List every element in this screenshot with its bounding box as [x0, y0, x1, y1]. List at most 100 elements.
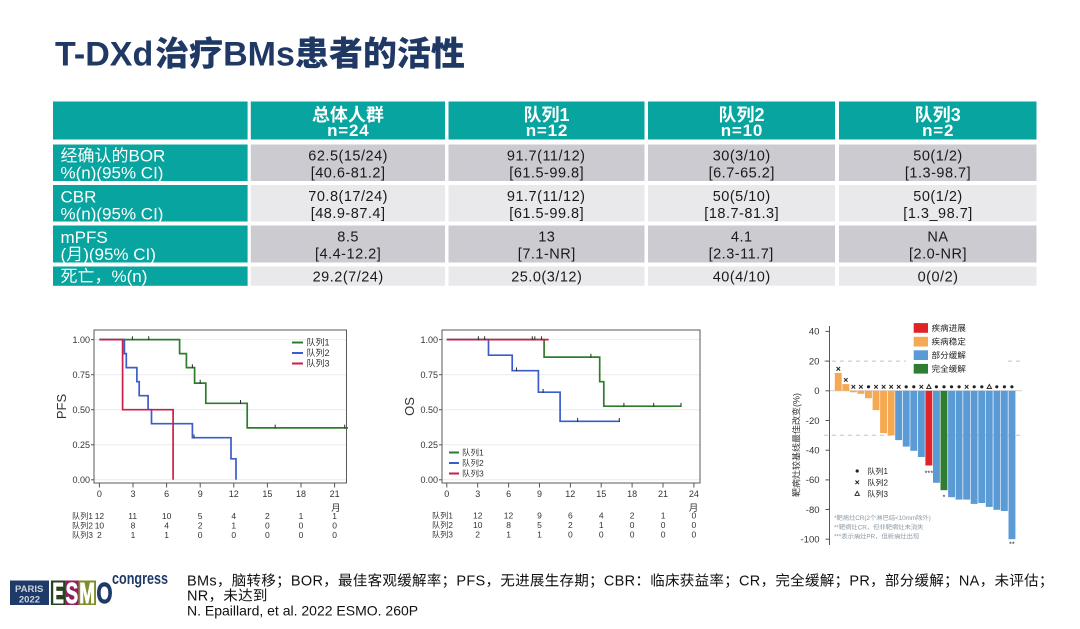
- svg-text:-40: -40: [806, 446, 820, 457]
- svg-text:3: 3: [475, 489, 480, 499]
- svg-text:S: S: [66, 578, 79, 610]
- svg-text:2: 2: [448, 521, 453, 530]
- svg-text:-60: -60: [806, 475, 820, 486]
- svg-text:1: 1: [332, 511, 337, 521]
- svg-text:15: 15: [596, 489, 606, 499]
- svg-text:1: 1: [231, 521, 236, 531]
- svg-text:9: 9: [537, 511, 542, 521]
- svg-text:n=12: n=12: [526, 121, 568, 140]
- svg-text:2022: 2022: [19, 595, 40, 606]
- svg-text:1: 1: [537, 530, 542, 540]
- svg-text:1: 1: [88, 512, 93, 521]
- svg-text:-80: -80: [806, 505, 820, 516]
- svg-text:2: 2: [884, 479, 889, 488]
- svg-text:-20: -20: [806, 416, 820, 427]
- svg-text:3: 3: [131, 489, 136, 499]
- svg-text:0.50: 0.50: [73, 405, 91, 415]
- svg-text:1: 1: [884, 467, 889, 476]
- svg-text:10: 10: [162, 511, 172, 521]
- svg-text:2: 2: [479, 458, 484, 468]
- svg-text:1.00: 1.00: [421, 335, 439, 345]
- svg-text:0: 0: [231, 530, 236, 540]
- svg-text:8: 8: [131, 521, 136, 531]
- svg-text:0: 0: [692, 511, 697, 521]
- svg-text:0: 0: [692, 530, 697, 540]
- svg-text:30(3/10): 30(3/10): [713, 149, 771, 165]
- svg-text:40: 40: [809, 327, 820, 338]
- svg-text:0: 0: [568, 530, 573, 540]
- svg-text:*: *: [834, 515, 837, 522]
- svg-text:CR: CR: [858, 524, 868, 531]
- svg-text:8: 8: [506, 520, 511, 530]
- svg-text:): ): [929, 515, 931, 522]
- svg-text:12: 12: [229, 489, 239, 499]
- svg-text:[2.0-NR]: [2.0-NR]: [909, 247, 967, 263]
- svg-text:***: ***: [925, 468, 934, 477]
- svg-text:0: 0: [332, 521, 337, 531]
- svg-text:12: 12: [95, 511, 105, 521]
- svg-text:[61.5-99.8]: [61.5-99.8]: [509, 206, 584, 222]
- svg-text:0: 0: [299, 521, 304, 531]
- svg-text:50(5/10): 50(5/10): [713, 189, 771, 205]
- svg-text:O: O: [97, 578, 113, 610]
- svg-text:3: 3: [448, 531, 453, 540]
- svg-text:1: 1: [479, 448, 484, 458]
- svg-text:24: 24: [689, 489, 699, 499]
- svg-text:0: 0: [97, 489, 102, 499]
- svg-text:%(n): %(n): [112, 267, 148, 286]
- svg-text:12: 12: [473, 511, 483, 521]
- svg-text:[1.3-98.7]: [1.3-98.7]: [905, 166, 971, 182]
- svg-text:5: 5: [198, 511, 203, 521]
- svg-text:4: 4: [164, 521, 169, 531]
- svg-text:E: E: [52, 578, 64, 610]
- svg-text:mPFS: mPFS: [61, 228, 108, 247]
- svg-text:0.75: 0.75: [421, 370, 439, 380]
- svg-text:n=2: n=2: [922, 121, 954, 140]
- svg-text:1: 1: [599, 520, 604, 530]
- svg-text:congress: congress: [112, 569, 168, 588]
- svg-text:13: 13: [538, 230, 555, 246]
- svg-text:0: 0: [265, 530, 270, 540]
- svg-text:1: 1: [661, 511, 666, 521]
- svg-text:0: 0: [661, 530, 666, 540]
- svg-text:18: 18: [296, 489, 306, 499]
- svg-text:18: 18: [627, 489, 637, 499]
- svg-text:OS: OS: [402, 397, 417, 416]
- svg-text:*: *: [943, 492, 946, 501]
- svg-text:0: 0: [630, 520, 635, 530]
- svg-text:0.00: 0.00: [421, 475, 439, 485]
- svg-text:2: 2: [568, 520, 573, 530]
- svg-text:NR: NR: [187, 589, 209, 605]
- svg-text:21: 21: [330, 489, 340, 499]
- svg-text:0(0/2): 0(0/2): [918, 270, 959, 286]
- svg-text:NA: NA: [959, 574, 980, 590]
- svg-text:n=24: n=24: [327, 121, 369, 140]
- svg-text:9: 9: [537, 489, 542, 499]
- svg-text:**: **: [1009, 539, 1015, 548]
- svg-text:-100: -100: [801, 535, 820, 546]
- svg-text:0.50: 0.50: [421, 405, 439, 415]
- svg-text:0: 0: [630, 530, 635, 540]
- svg-text:9: 9: [198, 489, 203, 499]
- svg-text:BMs: BMs: [223, 36, 295, 74]
- svg-text:11: 11: [128, 511, 137, 521]
- svg-text:12: 12: [504, 511, 514, 521]
- svg-text:[18.7-81.3]: [18.7-81.3]: [704, 206, 779, 222]
- svg-text:CBR: CBR: [604, 574, 636, 590]
- svg-text:BOR: BOR: [291, 574, 323, 590]
- svg-text:0: 0: [661, 520, 666, 530]
- svg-text:0: 0: [444, 489, 449, 499]
- svg-text:BOR: BOR: [129, 147, 166, 166]
- svg-text:10: 10: [473, 520, 483, 530]
- svg-text:1.00: 1.00: [73, 335, 91, 345]
- svg-text:0: 0: [332, 530, 337, 540]
- svg-text:1: 1: [325, 338, 330, 348]
- svg-text:PR: PR: [866, 534, 875, 541]
- svg-text:2: 2: [198, 521, 203, 531]
- svg-text:***: ***: [834, 534, 842, 541]
- svg-text:[4.4-12.2]: [4.4-12.2]: [315, 247, 381, 263]
- svg-text:)(95% CI): )(95% CI): [83, 245, 156, 264]
- svg-text:4: 4: [599, 511, 604, 521]
- svg-text:(: (: [61, 245, 67, 264]
- svg-text:91.7(11/12): 91.7(11/12): [507, 149, 586, 165]
